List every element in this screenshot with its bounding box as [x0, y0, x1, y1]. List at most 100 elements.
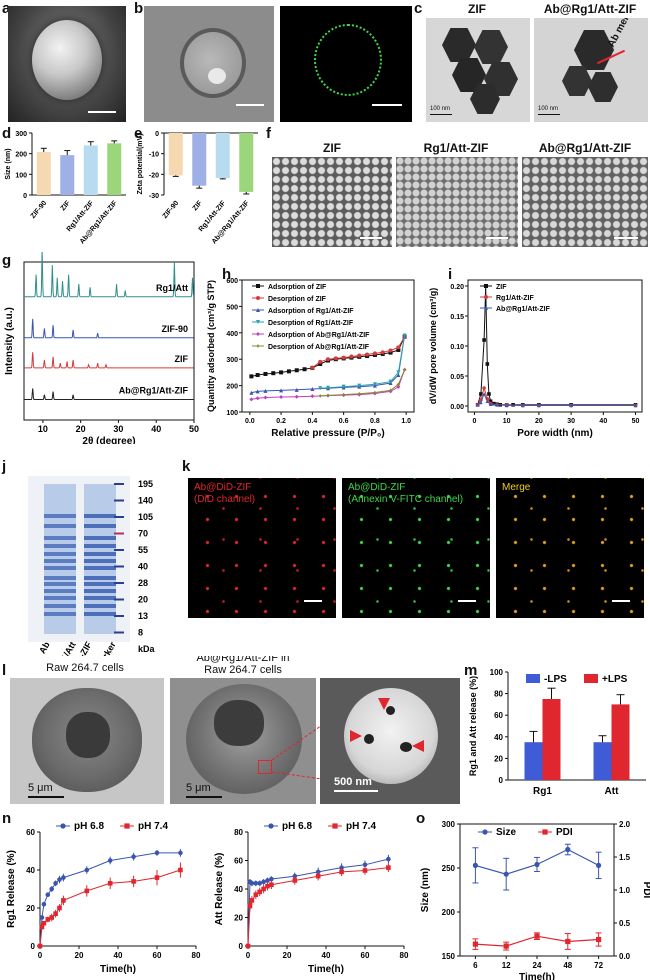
series-line-5	[320, 369, 406, 397]
legend-marker-0	[60, 823, 66, 829]
y-tick-label-1: 100	[15, 172, 27, 179]
gel-band-0-2	[44, 536, 76, 540]
point-0-1	[479, 392, 483, 396]
marker-band-5	[114, 565, 124, 568]
zoom-box-marker	[258, 760, 272, 774]
y-tick-label-3: -30	[149, 193, 159, 200]
arrow-marker-2	[350, 730, 362, 742]
gel-band-1-7	[84, 576, 116, 580]
point-0-5	[53, 881, 58, 886]
point-2-4	[488, 402, 493, 406]
point-2-6	[504, 403, 509, 408]
series-line-0	[251, 336, 406, 377]
panel-j: j 1951401057055402820138kDaAbAb@Rg1/Att-…	[0, 444, 180, 656]
sem-title-ab-zif: Ab@Rg1/Att-ZIF	[538, 141, 632, 155]
bar-0-0	[524, 742, 543, 780]
point-2-5	[310, 387, 315, 392]
point-1-4	[49, 915, 54, 920]
legend-label-5: Desorption of Ab@Rg1/Att-ZIF	[268, 344, 370, 351]
point-1-5	[261, 886, 266, 892]
series-label-1: ZIF-90	[161, 324, 188, 334]
x-tick-label-3: 0.6	[339, 418, 349, 425]
point-2-11	[396, 373, 401, 378]
marker-label-3: 70	[138, 529, 148, 539]
point-4-1	[255, 396, 260, 401]
point-1-0	[245, 943, 251, 949]
tem-title-zif: ZIF	[468, 2, 486, 16]
point-1-2	[41, 920, 47, 926]
plot-frame	[241, 279, 415, 413]
scale-bar-f1	[360, 237, 382, 239]
y-tick-label-0: 0	[23, 193, 27, 200]
y-tick-label-2: 200	[15, 152, 27, 159]
point-0-0	[472, 862, 478, 868]
legend-label-2: Adsorption of Rg1/Att-ZIF	[268, 308, 354, 315]
scale-bar-l2	[186, 796, 222, 798]
marker-label-7: 20	[138, 595, 148, 605]
legend-swatch-1	[584, 674, 598, 683]
point-1-2	[482, 386, 486, 390]
legend-marker-5	[256, 344, 260, 348]
legend-label-0: pH 6.8	[74, 821, 104, 832]
y-tick-label-3: 300	[442, 820, 456, 829]
point-0-5	[286, 369, 291, 374]
marker-label-5: 40	[138, 562, 148, 572]
panel-i: i 0 10 20 30 40 50 0.00 0.05 0.10 0.15 0.20 Pore wi…	[422, 252, 650, 444]
y-tick-label-2: 300	[226, 357, 238, 364]
marker-band-3	[114, 532, 124, 535]
tem-cell-title-2b: Raw 264.7 cells	[204, 664, 282, 676]
y2-tick-label-3: 1.5	[619, 853, 631, 862]
gel-band-1-1	[84, 524, 116, 528]
point-1-5	[365, 352, 370, 357]
confocal-image-merge: Merge	[496, 478, 644, 618]
point-4-2	[263, 395, 268, 400]
panel-n: n 0 20 40 60 80 0 20 40 60 Time(h) Rg1 Release (%)…	[0, 810, 414, 980]
y-tick-label-1: 200	[226, 384, 238, 391]
bar-2	[83, 145, 98, 195]
panel-l: l Raw 264.7 cells Ab@Rg1/Att-ZIF in Raw …	[0, 656, 462, 806]
chart-n2: 0 20 40 60 80 0 20 40 60 80 Time(h) Att Release (%)…	[214, 821, 409, 975]
tem-cell-title-1: Raw 264.7 cells	[46, 662, 124, 674]
panel-h: h 0.0 0.2 0.4 0.6 0.8 1.0 100 200 300 400 500 600 Re…	[200, 252, 422, 444]
point-1-7	[349, 354, 354, 359]
tem-image-ab-zif: Ab membranes 100 nm	[534, 18, 648, 122]
point-1-10	[131, 879, 136, 884]
panel-label-m: m	[464, 662, 478, 679]
point-0-9	[107, 858, 113, 863]
point-0-10	[131, 854, 136, 859]
legend-swatch-0	[526, 674, 540, 683]
marker-unit-label: kDa	[138, 644, 156, 654]
panel-f: f ZIF Rg1/Att-ZIF Ab@Rg1/Att-ZIF	[264, 125, 650, 250]
y2-tick-label-1: 0.5	[619, 919, 631, 928]
point-0-1	[39, 915, 45, 920]
point-0-4	[49, 886, 54, 892]
gel-band-1-12	[84, 612, 116, 616]
nanoparticle-dot-1	[364, 734, 374, 744]
point-5-0	[402, 367, 407, 372]
point-2-1	[479, 400, 483, 405]
merge-title: Merge	[502, 482, 531, 493]
point-0-19	[396, 347, 401, 352]
marker-label-2: 105	[138, 512, 153, 522]
x-axis-label: Pore width (nm)	[517, 428, 593, 439]
gel-band-0-1	[44, 524, 76, 528]
x-tick-label-0: 0	[38, 951, 43, 960]
fitc-channel-subtitle: (Annexin V-FITC channel)	[348, 494, 464, 505]
tem-title-ab-zif: Ab@Rg1/Att-ZIF	[543, 2, 637, 16]
gel-band-1-0	[84, 514, 116, 518]
treated-cell-nucleus	[214, 700, 264, 746]
point-0-2	[534, 861, 540, 868]
legend-label-4: Adsorption of Ab@Rg1/Att-ZIF	[268, 332, 370, 339]
point-5-6	[326, 393, 330, 398]
x-tick-label-3: 30	[567, 418, 575, 425]
arrow-marker-1	[378, 698, 390, 710]
chart-o: 150 200 250 300 0.0 0.5 1.0 1.5 2.0 Size (nm) PDI 6…	[420, 820, 650, 980]
series-label-0: Rg1/Att	[156, 283, 188, 293]
gel-band-0-10	[44, 596, 76, 600]
point-0-1	[255, 373, 260, 378]
scale-bar-c2	[538, 114, 560, 115]
legend-label-0: Size	[496, 827, 516, 838]
legend-marker-3	[256, 320, 260, 324]
marker-label-0: 195	[138, 479, 153, 489]
point-3-3	[372, 382, 377, 387]
